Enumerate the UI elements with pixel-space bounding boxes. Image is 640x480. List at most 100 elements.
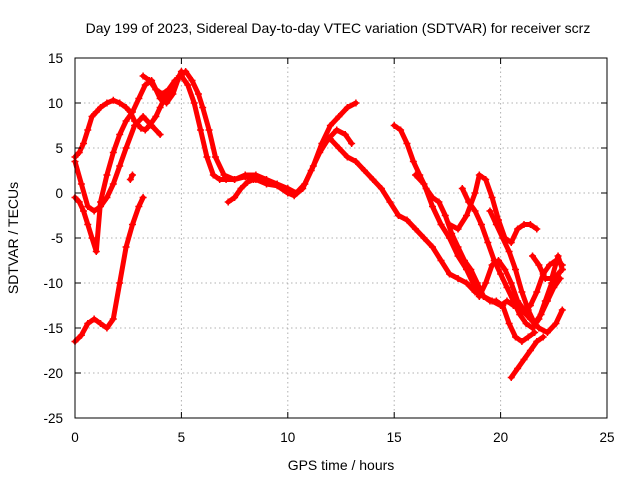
data-point bbox=[77, 180, 85, 188]
y-tick-label: 5 bbox=[55, 141, 63, 156]
data-point bbox=[497, 270, 505, 278]
data-point bbox=[446, 270, 454, 278]
chart-title: Day 199 of 2023, Sidereal Day-to-day VTE… bbox=[86, 20, 591, 36]
y-tick-label: -5 bbox=[51, 231, 63, 246]
data-point bbox=[97, 203, 105, 210]
plot-traces bbox=[71, 68, 566, 381]
data-point bbox=[482, 279, 490, 287]
data-point bbox=[131, 122, 139, 129]
data-point bbox=[499, 302, 507, 309]
data-point bbox=[505, 248, 513, 255]
data-point bbox=[524, 306, 532, 314]
data-point bbox=[156, 104, 164, 111]
data-point bbox=[537, 311, 545, 318]
data-point bbox=[222, 176, 230, 183]
data-point bbox=[514, 225, 522, 233]
data-point bbox=[122, 144, 130, 152]
data-point bbox=[507, 279, 515, 287]
data-point bbox=[484, 239, 492, 246]
data-point bbox=[507, 239, 515, 246]
data-point bbox=[335, 144, 343, 152]
data-point bbox=[205, 126, 213, 134]
data-point bbox=[429, 203, 437, 210]
data-point bbox=[92, 248, 100, 255]
data-point bbox=[171, 77, 179, 84]
y-tick-label: 10 bbox=[48, 96, 63, 111]
data-point bbox=[335, 113, 343, 120]
data-point bbox=[263, 180, 271, 188]
y-tick-label: -20 bbox=[43, 366, 63, 381]
data-point bbox=[103, 194, 111, 201]
data-point bbox=[128, 108, 136, 116]
data-point bbox=[203, 153, 211, 161]
data-point bbox=[552, 320, 560, 327]
data-point bbox=[546, 261, 554, 269]
data-point bbox=[454, 252, 462, 260]
data-point bbox=[128, 171, 136, 179]
data-point bbox=[482, 176, 490, 183]
data-point bbox=[535, 261, 543, 269]
data-point bbox=[307, 167, 315, 174]
data-point bbox=[145, 77, 153, 84]
data-point bbox=[554, 270, 562, 278]
data-point bbox=[109, 96, 117, 104]
data-point bbox=[141, 81, 149, 89]
data-point bbox=[103, 99, 111, 107]
data-point bbox=[463, 266, 471, 273]
data-point bbox=[231, 194, 239, 201]
data-point bbox=[486, 207, 494, 215]
x-axis-label: GPS time / hours bbox=[288, 457, 395, 473]
data-point bbox=[216, 176, 224, 183]
data-point bbox=[533, 288, 541, 296]
data-point bbox=[471, 284, 479, 291]
data-point bbox=[343, 104, 351, 111]
data-point bbox=[88, 234, 96, 242]
data-point bbox=[475, 171, 483, 179]
data-point bbox=[369, 176, 377, 183]
data-point bbox=[84, 126, 92, 134]
data-series-sat-n bbox=[508, 334, 546, 380]
data-point bbox=[156, 131, 164, 138]
x-tick-label: 25 bbox=[599, 430, 614, 445]
data-point bbox=[122, 243, 130, 251]
data-point bbox=[109, 315, 117, 323]
data-point bbox=[84, 203, 92, 210]
data-point bbox=[139, 72, 147, 80]
data-point bbox=[77, 331, 85, 339]
data-point bbox=[80, 207, 88, 215]
y-tick-labels: 15 10 5 0 -5 -10 -15 -20 -25 bbox=[43, 51, 63, 426]
data-point bbox=[518, 288, 526, 296]
data-point bbox=[420, 234, 428, 242]
data-point bbox=[420, 180, 428, 188]
data-point bbox=[156, 95, 164, 102]
data-point bbox=[524, 333, 532, 341]
data-point bbox=[503, 297, 511, 305]
data-point bbox=[163, 99, 171, 107]
data-point bbox=[122, 117, 130, 125]
data-point bbox=[184, 81, 192, 89]
data-point bbox=[197, 126, 205, 134]
data-point bbox=[135, 95, 143, 102]
data-point bbox=[139, 194, 147, 201]
y-tick-label: -10 bbox=[43, 276, 63, 291]
data-point bbox=[211, 153, 219, 161]
data-point bbox=[518, 338, 526, 345]
tick-marks bbox=[74, 57, 608, 419]
data-point bbox=[273, 182, 281, 190]
data-point bbox=[503, 284, 511, 291]
data-point bbox=[377, 185, 385, 192]
data-point bbox=[316, 149, 324, 156]
data-point bbox=[492, 221, 500, 228]
data-point bbox=[501, 266, 509, 273]
y-tick-label: 15 bbox=[48, 51, 63, 66]
data-point bbox=[486, 297, 494, 305]
x-tick-label: 20 bbox=[493, 430, 508, 445]
data-point bbox=[90, 315, 98, 323]
data-point bbox=[511, 333, 519, 341]
data-point bbox=[237, 185, 245, 192]
data-point bbox=[224, 198, 232, 206]
data-series-sat-e bbox=[140, 73, 355, 199]
data-point bbox=[141, 126, 149, 134]
data-point bbox=[394, 212, 402, 219]
data-point bbox=[511, 266, 519, 273]
